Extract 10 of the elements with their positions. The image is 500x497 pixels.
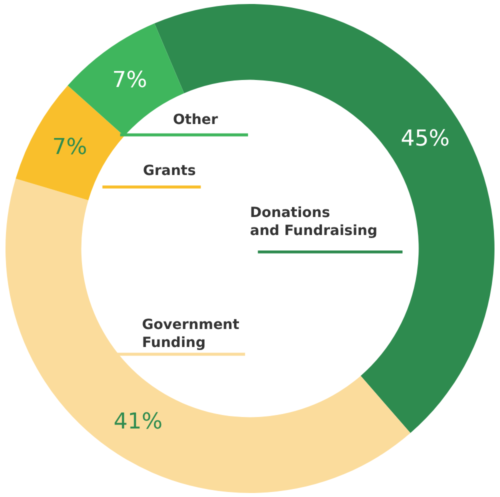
donut-slice <box>16 86 124 200</box>
data-label: 7% <box>52 135 88 160</box>
slice-label: Other <box>173 112 218 128</box>
slice-label: Government Funding <box>142 317 240 352</box>
data-label: 41% <box>114 410 163 435</box>
slice-label: Donations and Fundraising <box>250 205 378 240</box>
donut-slice <box>6 178 410 493</box>
data-label: 7% <box>112 68 148 94</box>
slice-label: Grants <box>143 163 196 179</box>
data-label: 45% <box>400 126 450 152</box>
